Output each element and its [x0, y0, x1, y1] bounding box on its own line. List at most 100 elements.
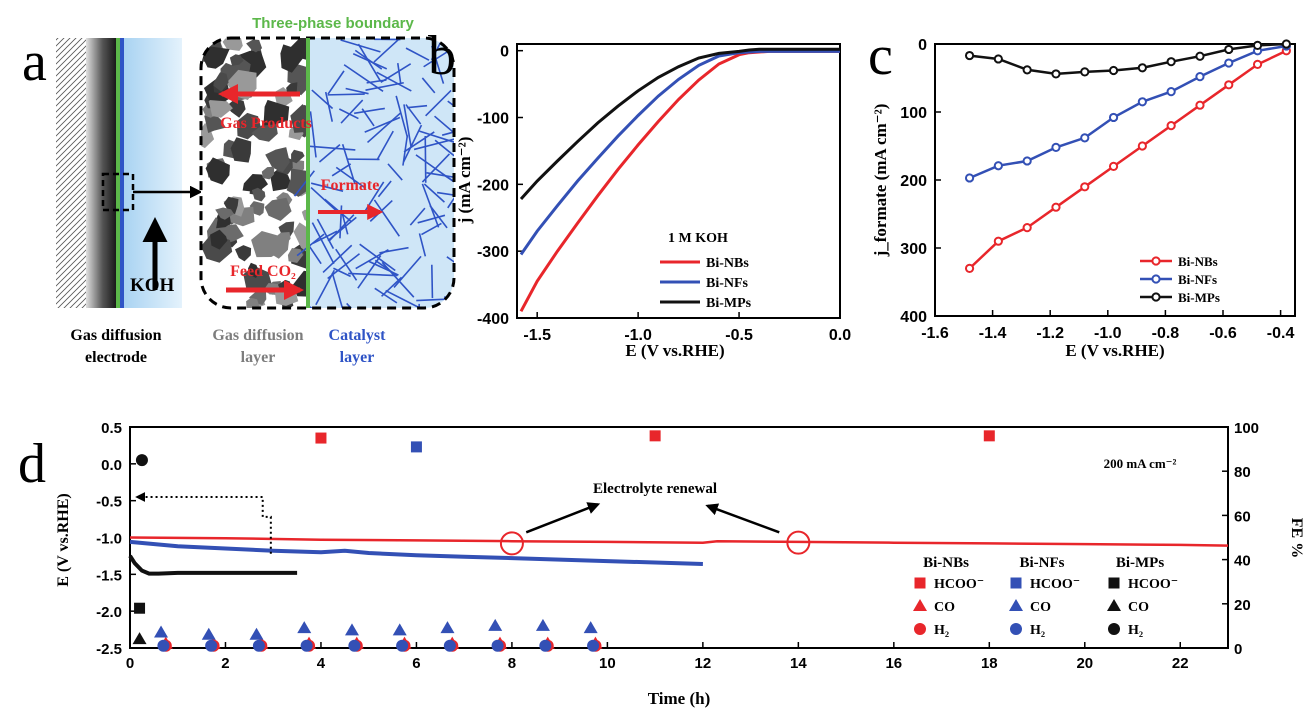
- legend-column-bi-mps-d: Bi-MPs: [1116, 555, 1164, 571]
- catalyst-fiber: [338, 108, 359, 120]
- x-tick-label-d: 0: [126, 655, 134, 672]
- catalyst-fiber: [377, 180, 392, 198]
- catalyst-fiber: [413, 138, 454, 151]
- gas-diffusion-particle: [275, 232, 291, 247]
- catalyst-fiber: [443, 296, 454, 308]
- legend-label-bi-mps-b: Bi-MPs: [706, 296, 752, 311]
- catalyst-fiber: [434, 139, 454, 157]
- gde-gradient-layer: [86, 38, 116, 308]
- gas-diffusion-particle: [204, 112, 226, 133]
- formate-label: Formate: [321, 177, 380, 194]
- y-tick-label-d: -1.5: [96, 567, 122, 584]
- catalyst-fiber: [393, 255, 422, 288]
- y-tick-label-right-d: 20: [1234, 597, 1251, 614]
- point-bi-mps-c: [964, 50, 975, 61]
- plot-frame-c: [934, 43, 1296, 317]
- y-tick-label-right-d: 80: [1234, 464, 1251, 481]
- axis-ticks-b: -1.5 -1.0 -0.5 0.0 0 -100 -200 -300 -400: [477, 44, 851, 344]
- y-tick-label-c: 300: [900, 241, 927, 258]
- panel-letter-a: a: [22, 31, 47, 93]
- point-bi-nbs-c: [1252, 59, 1263, 70]
- fe-point-bi-nfs-hcoo: [410, 441, 422, 453]
- legend-row-label-d: CO: [934, 600, 955, 615]
- legend-marker-bi-nfs-h-d: [1010, 623, 1022, 635]
- potential-line-bi-nfs: [129, 539, 703, 566]
- point-bi-nbs-c: [1224, 80, 1234, 90]
- catalyst-fiber: [327, 93, 365, 96]
- catalyst-fiber: [423, 183, 445, 203]
- legend-marker-bi-mps-h-d: [1108, 623, 1120, 635]
- legend-row-label-d: CO: [1128, 600, 1149, 615]
- y-axis-label-c: j_formate (mA cm⁻²): [871, 104, 890, 258]
- catalyst-fiber: [447, 189, 454, 209]
- gas-diffusion-particle: [210, 229, 228, 250]
- x-tick-label-c: -1.2: [1036, 325, 1064, 342]
- gas-diffusion-particle: [223, 196, 239, 215]
- gas-diffusion-particle: [235, 245, 252, 262]
- x-tick-label-b: 0.0: [829, 327, 851, 344]
- catalyst-fiber: [359, 243, 396, 272]
- point-bi-nfs-c: [1166, 87, 1176, 97]
- catalyst-fiber: [421, 77, 436, 94]
- gas-diffusion-particle: [251, 187, 266, 202]
- point-bi-mps-c: [1137, 63, 1147, 73]
- gde-blue-line: [120, 38, 124, 308]
- catalyst-fiber: [355, 248, 389, 270]
- legend-marker-bi-nfs-c: [1151, 274, 1161, 284]
- legend-row-label-d: HCOO⁻: [1030, 577, 1080, 592]
- x-tick-label-d: 6: [412, 655, 420, 672]
- legend-marker-bi-nfs-co-d: [1009, 599, 1023, 611]
- fe-point-bi-mps-co: [132, 632, 147, 645]
- catalyst-fiber: [381, 276, 403, 297]
- catalyst-fiber: [310, 182, 344, 192]
- x-tick-label-c: -0.6: [1209, 325, 1237, 342]
- fe-point-bi-nfs-co: [488, 618, 503, 631]
- fe-point-bi-nfs-h: [205, 639, 218, 652]
- y-tick-label-b: -400: [477, 311, 509, 328]
- point-bi-nfs-c: [1195, 72, 1205, 82]
- point-bi-mps-c: [1080, 67, 1090, 77]
- x-tick-label-d: 20: [1076, 655, 1093, 672]
- point-bi-nfs-c: [1108, 112, 1119, 123]
- catalyst-fiber: [354, 107, 385, 115]
- point-bi-nbs-c: [1166, 121, 1176, 131]
- gas-diffusion-particle: [215, 207, 234, 220]
- x-tick-label-d: 22: [1172, 655, 1189, 672]
- fe-point-bi-nfs-h: [300, 639, 313, 652]
- y-axis-label-d: E (V vs.RHE): [55, 493, 72, 587]
- panel-d-stability-chart: d 0 2 4 6 8 10 12 14 16 18 20 22 0.5 0.0 -0.5 -1.0 -1.5 -…: [18, 420, 1305, 708]
- catalyst-fiber: [431, 264, 434, 299]
- fe-point-bi-nfs-h: [539, 639, 552, 652]
- x-tick-label-d: 14: [790, 655, 807, 672]
- gas-diffusion-particle: [278, 221, 295, 240]
- series-line-bi-nbs-b: [519, 49, 840, 313]
- gas-diffusion-particle: [280, 44, 304, 73]
- catalyst-fiber: [318, 144, 341, 163]
- legend-row-label-d: H₂: [1030, 623, 1045, 638]
- catalyst-fiber: [327, 253, 360, 280]
- y-tick-label-d: -2.5: [96, 641, 122, 658]
- fe-point-bi-nfs-h: [587, 639, 600, 652]
- gas-diffusion-particle: [229, 54, 244, 66]
- x-tick-label-c: -1.6: [921, 325, 949, 342]
- fe-point-bi-nfs-co: [201, 627, 216, 640]
- y-tick-label-d: -0.5: [96, 494, 122, 511]
- legend-c: Bi-NBs Bi-NFs Bi-MPs: [1140, 254, 1220, 305]
- fe-point-bi-nbs-hcoo: [649, 430, 661, 442]
- legend-marker-bi-nbs-co-d: [913, 599, 927, 611]
- renewal-circle: [786, 530, 811, 555]
- legend-b: 1 M KOH Bi-NBs Bi-NFs Bi-MPs: [660, 231, 752, 311]
- legend-row-label-d: CO: [1030, 600, 1051, 615]
- fe-point-bi-nbs-hcoo: [983, 430, 995, 442]
- catalyst-fiber: [441, 122, 454, 136]
- point-bi-mps-c: [1224, 44, 1234, 55]
- fe-point-bi-nfs-h: [157, 639, 170, 652]
- fe-point-bi-nfs-h: [491, 639, 504, 652]
- catalyst-fiber: [456, 88, 500, 97]
- catalyst-fiber: [418, 233, 427, 257]
- legend-row-label-d: H₂: [934, 623, 949, 638]
- y-tick-label-b: -200: [477, 177, 509, 194]
- gas-diffusion-particle: [208, 95, 233, 118]
- y-axis-label-right-d: FE %: [1288, 518, 1305, 558]
- catalyst-fiber: [437, 191, 454, 198]
